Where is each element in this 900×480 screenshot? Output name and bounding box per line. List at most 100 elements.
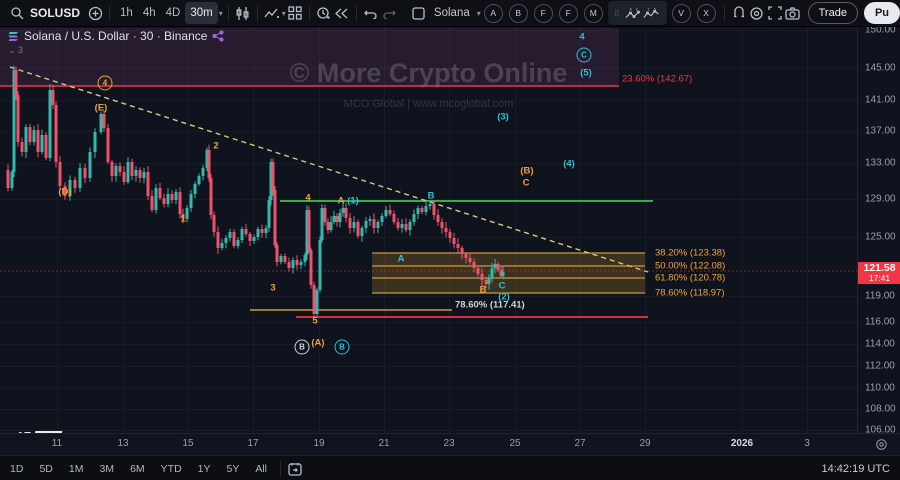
wave-label-c[interactable]: C: [576, 47, 592, 63]
candle-body: [348, 218, 352, 228]
fib-retracement-zone[interactable]: [372, 253, 645, 293]
wave-label-b[interactable]: B: [427, 190, 435, 202]
search-icon[interactable]: [8, 4, 26, 22]
symbol-button[interactable]: SOLUSD: [30, 6, 81, 20]
wave-label-1[interactable]: (1): [347, 195, 359, 207]
watchlist-symbol[interactable]: Solana: [433, 7, 470, 19]
replay-icon[interactable]: [333, 4, 351, 22]
range-button-ytd[interactable]: YTD: [160, 462, 182, 475]
candle-body: [185, 208, 189, 219]
range-button-1m[interactable]: 1M: [68, 462, 84, 475]
wave-label-a[interactable]: A: [337, 195, 345, 207]
wave-label-c[interactable]: C: [522, 177, 530, 189]
quick-button-a[interactable]: A: [483, 3, 503, 23]
range-button-5y[interactable]: 5Y: [226, 462, 240, 475]
layout-grid-icon[interactable]: [286, 4, 304, 22]
range-button-1d[interactable]: 1D: [10, 462, 24, 475]
wave-label-5[interactable]: (5): [580, 67, 592, 79]
axis-settings-gear-icon[interactable]: [875, 438, 888, 454]
time-tick-label: 21: [378, 438, 390, 449]
chart-title[interactable]: Solana / U.S. Dollar · 30 · Binance: [24, 29, 208, 43]
quick-button-f[interactable]: F: [533, 3, 553, 23]
undo-icon[interactable]: [362, 4, 380, 22]
magnet-icon[interactable]: [730, 4, 748, 22]
redo-icon[interactable]: [380, 4, 398, 22]
quick-button-b[interactable]: B: [508, 3, 528, 23]
wave-label-b[interactable]: B: [294, 339, 310, 355]
share-idea-icon[interactable]: [212, 30, 225, 42]
candle-body: [78, 168, 82, 188]
publish-button[interactable]: Pu: [863, 2, 900, 24]
watchlist-square-icon[interactable]: [410, 4, 428, 22]
timeframe-30m[interactable]: 30m: [185, 2, 218, 24]
candle-body: [63, 186, 67, 196]
price-axis[interactable]: 150.00 145.00 141.00 137.00 133.00 129.00 125.…: [857, 25, 900, 436]
candle-body: [252, 237, 256, 241]
wave-label-a[interactable]: A: [397, 253, 405, 265]
wave-label-4[interactable]: 4: [579, 31, 585, 43]
candle-body: [68, 180, 72, 196]
wave-label-3[interactable]: (3): [497, 111, 509, 123]
go-to-date-icon[interactable]: [286, 460, 304, 478]
candle-body: [332, 216, 336, 222]
candle-body: [318, 240, 322, 290]
settings-gear-icon[interactable]: [748, 4, 766, 22]
wave-label-a[interactable]: (A): [311, 337, 325, 349]
timeframe-1h[interactable]: 1h: [120, 7, 133, 19]
wave-label-b[interactable]: B: [334, 339, 350, 355]
wave-label-4[interactable]: 4: [97, 75, 113, 91]
quick-button-x[interactable]: X: [696, 3, 716, 23]
candle-body: [83, 168, 87, 178]
indicators-caret[interactable]: ▾: [281, 8, 286, 18]
candle-body: [472, 262, 476, 268]
server-clock[interactable]: 14:42:19 UTC: [821, 462, 890, 475]
screenshot-camera-icon[interactable]: [784, 4, 802, 22]
wave-label-2[interactable]: (2): [498, 291, 510, 303]
price-tick-label: 133.00: [865, 157, 896, 169]
alert-icon[interactable]: [315, 4, 333, 22]
wave-label-b[interactable]: (B): [520, 165, 534, 177]
wave-label-e[interactable]: (E): [94, 102, 108, 114]
quick-button-f[interactable]: F: [558, 3, 578, 23]
wave-label-3[interactable]: 3: [270, 282, 276, 294]
indicators-icon[interactable]: [263, 4, 281, 22]
candle-body: [166, 194, 170, 204]
symbol-legend[interactable]: Solana / U.S. Dollar · 30 · Binance: [8, 29, 225, 43]
range-button-1y[interactable]: 1Y: [197, 462, 211, 475]
time-tick-label: 29: [639, 438, 651, 449]
wave-label-2[interactable]: 2: [213, 140, 219, 152]
chart-pane[interactable]: © More Crypto Online MCO Global | www.mc…: [0, 26, 857, 433]
fullscreen-icon[interactable]: [766, 4, 784, 22]
candle-body: [174, 192, 178, 200]
wave-label-4[interactable]: 4: [305, 192, 311, 204]
wave-label-1[interactable]: 1: [180, 213, 186, 225]
wave-label-b[interactable]: B: [479, 284, 487, 296]
wave-label-d[interactable]: (D): [58, 186, 72, 198]
range-button-6m[interactable]: 6M: [130, 462, 145, 475]
quick-button-v[interactable]: V: [671, 3, 691, 23]
compare-add-icon[interactable]: [86, 4, 104, 22]
timeframe-menu-caret[interactable]: ▾: [218, 8, 223, 18]
trade-button[interactable]: Trade: [807, 2, 858, 24]
object-tree-collapsed[interactable]: ⌄ 3: [8, 45, 24, 55]
candle-body: [224, 238, 228, 243]
time-axis[interactable]: 11 13 15 17 19 21 23 25 27 29 2026 3: [0, 433, 900, 456]
watchlist-caret[interactable]: ▾: [476, 8, 481, 18]
candle-body: [170, 194, 174, 200]
timeframe-4h[interactable]: 4h: [142, 7, 156, 19]
drawings-overlay: [0, 65, 857, 318]
range-button-all[interactable]: All: [255, 462, 268, 475]
candle-body: [468, 258, 472, 262]
wave-label-5[interactable]: 5: [312, 315, 318, 327]
range-button-3m[interactable]: 3M: [99, 462, 115, 475]
quick-button-m[interactable]: M: [583, 3, 603, 23]
wave-label-4[interactable]: (4): [563, 158, 575, 170]
descending-trendline[interactable]: [9, 66, 649, 273]
chart-style-candles-icon[interactable]: [234, 4, 252, 22]
range-button-5d[interactable]: 5D: [39, 462, 53, 475]
drag-handle-icon[interactable]: ⠿: [613, 8, 621, 18]
timeframe-4d[interactable]: 4D: [165, 7, 181, 19]
wave-label-c[interactable]: C: [498, 280, 506, 292]
